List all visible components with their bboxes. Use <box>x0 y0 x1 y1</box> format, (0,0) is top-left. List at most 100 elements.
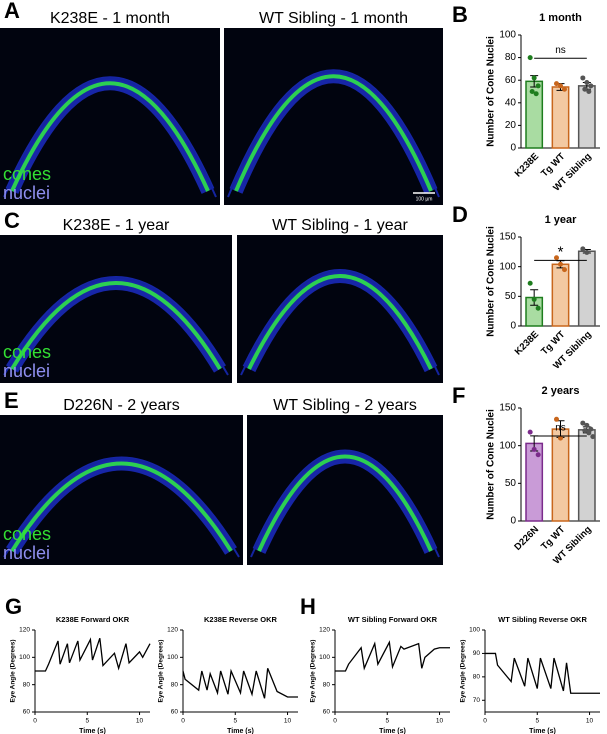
trace <box>182 668 298 699</box>
y-axis-label: Number of Cone Nuclei <box>486 409 497 520</box>
stain-label: cones <box>3 342 51 362</box>
data-point <box>580 420 586 426</box>
y-tick-label: 100 <box>499 30 516 41</box>
y-tick-label: 100 <box>499 261 516 272</box>
data-point <box>580 75 586 81</box>
significance-label: ns <box>555 45 566 56</box>
bar <box>577 429 596 522</box>
y-tick-label: 150 <box>499 232 516 243</box>
cone-layer <box>257 454 433 552</box>
x-tick-label: 5 <box>233 718 237 725</box>
data-point <box>584 249 590 255</box>
outer-layer <box>240 270 440 376</box>
x-tick-label: 5 <box>85 718 89 725</box>
trace <box>35 637 151 672</box>
image-title: D226N - 2 years <box>63 397 180 414</box>
y-tick-label: 80 <box>23 681 31 688</box>
image-title: K238E - 1 year <box>63 217 170 234</box>
data-point <box>586 89 592 94</box>
micrograph <box>247 415 443 565</box>
micrograph <box>0 28 220 205</box>
data-point <box>529 89 535 94</box>
bar <box>551 86 570 149</box>
data-point <box>580 246 586 252</box>
micrograph <box>224 28 443 205</box>
panel-letter: F <box>452 383 465 408</box>
y-tick-label: 20 <box>505 120 517 131</box>
x-axis-label: Time (s) <box>529 728 556 734</box>
y-axis-label: Eye Angle (Degrees) <box>158 640 165 703</box>
x-tick-label: 0 <box>181 718 185 725</box>
data-point <box>535 83 541 89</box>
scale-bar-label: 100 µm <box>416 196 433 202</box>
data-point <box>531 296 537 302</box>
cone-layer <box>247 274 433 370</box>
bar <box>551 428 570 522</box>
data-point <box>588 426 594 432</box>
y-axis-label: Number of Cone Nuclei <box>486 226 497 337</box>
micrograph <box>0 235 232 383</box>
y-tick-label: 50 <box>505 478 517 489</box>
panel-letter: E <box>4 388 19 413</box>
micrograph <box>237 235 443 383</box>
y-axis-label: Eye Angle (Degrees) <box>10 640 17 703</box>
image-title: WT Sibling - 2 years <box>273 397 417 414</box>
significance-label: ns <box>555 423 566 434</box>
x-tick-label: 5 <box>535 718 539 725</box>
y-tick-label: 50 <box>505 291 517 302</box>
outer-layer <box>227 70 440 198</box>
image-title: WT Sibling - 1 month <box>259 10 408 27</box>
chart-title: K238E Forward OKR <box>56 615 130 624</box>
data-point <box>535 305 541 311</box>
y-tick-label: 0 <box>510 143 516 154</box>
y-tick-label: 120 <box>19 627 30 634</box>
y-axis-label: Number of Cone Nuclei <box>486 36 497 147</box>
y-tick-label: 80 <box>505 52 517 63</box>
stain-label: cones <box>3 524 51 544</box>
y-tick-label: 80 <box>323 681 331 688</box>
micrograph <box>0 415 243 565</box>
x-tick-label: 10 <box>586 718 594 725</box>
y-tick-label: 150 <box>499 403 516 414</box>
stain-label: nuclei <box>3 361 50 381</box>
data-point <box>554 255 559 261</box>
x-axis-label: Time (s) <box>227 728 254 734</box>
y-tick-label: 120 <box>167 627 178 634</box>
chart-title: K238E Reverse OKR <box>204 615 278 624</box>
cone-layer <box>10 461 233 553</box>
outer-layer <box>3 77 217 198</box>
image-title: K238E - 1 month <box>50 10 170 27</box>
data-point <box>562 86 567 92</box>
x-tick-label: 5 <box>385 718 389 725</box>
y-tick-label: 0 <box>510 516 516 527</box>
x-tick-label: K238E <box>513 329 541 357</box>
y-axis-label: Eye Angle (Degrees) <box>310 640 317 703</box>
data-point <box>582 428 588 434</box>
stain-label: nuclei <box>3 543 50 563</box>
panel-letter: C <box>4 208 20 233</box>
data-point <box>588 83 594 89</box>
stain-label: nuclei <box>3 183 50 203</box>
data-point <box>535 452 541 458</box>
y-tick-label: 60 <box>323 709 331 716</box>
data-point <box>584 79 590 85</box>
chart-title: WT Sibling Reverse OKR <box>498 615 587 624</box>
y-tick-label: 90 <box>473 650 481 657</box>
data-point <box>554 81 559 87</box>
data-point <box>554 416 559 422</box>
y-tick-label: 60 <box>171 709 179 716</box>
significance-label: * <box>558 243 564 260</box>
x-axis-label: Time (s) <box>379 728 406 734</box>
data-point <box>527 55 533 61</box>
y-tick-label: 40 <box>505 97 517 108</box>
y-tick-label: 80 <box>171 681 179 688</box>
data-point <box>590 434 596 440</box>
x-tick-label: 10 <box>284 718 292 725</box>
y-tick-label: 100 <box>19 654 30 661</box>
data-point <box>582 86 588 92</box>
trace <box>335 640 450 672</box>
chart-title: 1 year <box>545 214 578 226</box>
x-tick-label: 0 <box>333 718 337 725</box>
y-tick-label: 70 <box>473 697 481 704</box>
